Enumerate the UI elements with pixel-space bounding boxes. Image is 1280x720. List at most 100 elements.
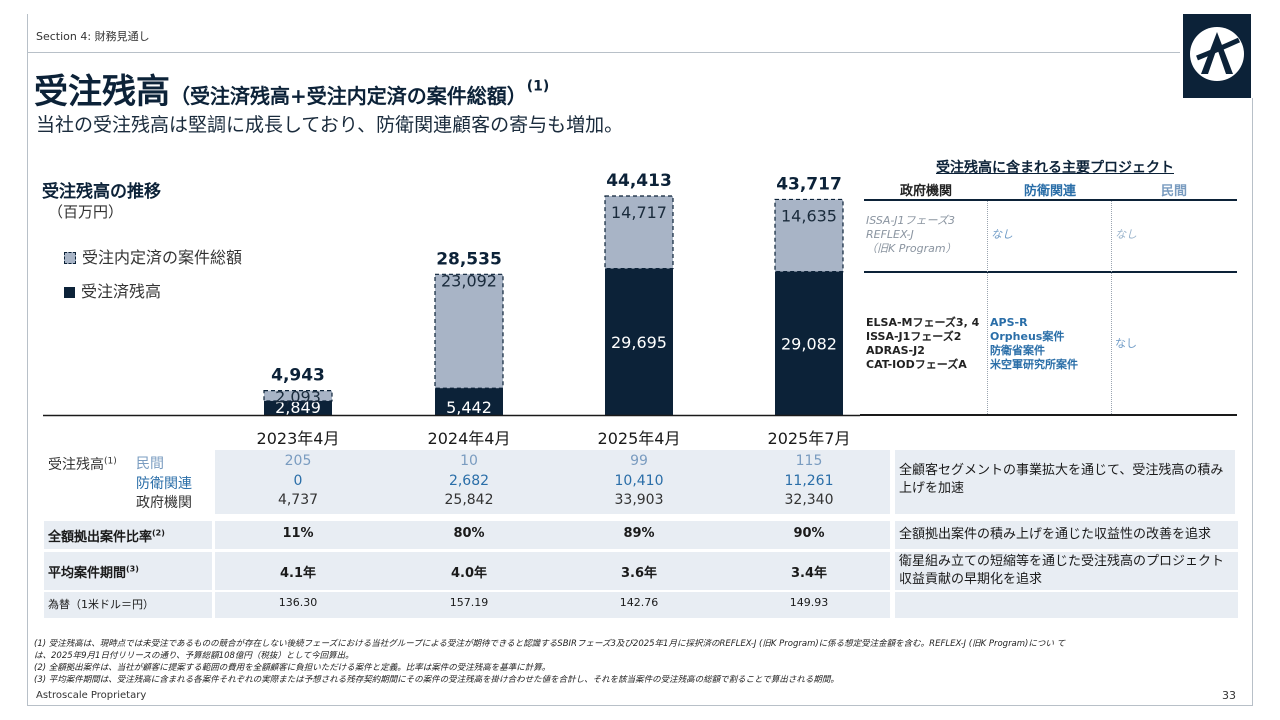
metric-label-note: (3) (126, 564, 139, 574)
project-item: （旧K Program） (866, 242, 957, 255)
metric-comment: 全額拠出案件の積み上げを通じた収益性の改善を追求 (899, 527, 1212, 542)
breakdown-row-name-gov: 政府機関 (136, 495, 192, 511)
bar-pending-2 (604, 195, 674, 270)
chart-title: 受注残高の推移 (42, 182, 161, 202)
legend-label-confirmed: 受注済残高 (81, 282, 162, 301)
bar-total-label-3: 43,717 (776, 174, 842, 194)
projects-row1-defense: なし (991, 228, 1013, 241)
projects-title: 受注残高に含まれる主要プロジェクト (936, 160, 1174, 176)
projects-col-divider-1 (987, 201, 988, 414)
page-subtitle: 当社の受注残高は堅調に成長しており、防衛関連顧客の寄与も増加。 (36, 114, 624, 136)
metric-label: 全額拠出案件比率(2) (48, 526, 165, 545)
project-item: ISSA-J1フェーズ2 (866, 330, 962, 343)
project-item: CAT-IODフェーズA (866, 358, 967, 371)
metric-label-band (44, 552, 212, 590)
project-item: Orpheus案件 (990, 330, 1065, 343)
legend-swatch-pending (64, 252, 76, 264)
footnote-3: (3) 平均案件期間は、受注残高に含まれる各案件それぞれの実際または予想される残… (34, 675, 839, 685)
bar-total-label-0: 4,943 (271, 366, 325, 386)
bar-pending-label-3: 14,635 (781, 206, 837, 225)
title-sub: （受注済残高+受注内定済の案件総額） (170, 84, 527, 108)
breakdown-cell: 99 (630, 453, 648, 469)
projects-bottom-rule (860, 414, 1237, 416)
bar-pending-label-0: 2,093 (275, 388, 321, 407)
metric-label-text: 全額拠出案件比率 (48, 530, 153, 545)
metric-cell: 149.93 (789, 596, 829, 609)
bar-confirmed-label-3: 29,082 (781, 334, 837, 353)
metric-label-text: 平均案件期間 (48, 566, 127, 581)
legend-item-confirmed: 受注済残高 (64, 278, 161, 302)
breakdown-band (215, 450, 890, 514)
company-logo (1183, 14, 1251, 98)
metric-comment: 衛星組み立ての短縮等を通じた受注残高のプロジェクト収益貢献の早期化を追求 (899, 554, 1225, 587)
x-tick-label-1: 2024年4月 (428, 429, 511, 448)
title-note: (1) (526, 78, 550, 95)
breakdown-row-name-defense: 防衛関連 (136, 476, 192, 492)
bar-total-label-1: 28,535 (436, 249, 502, 269)
projects-row2-civil: なし (1115, 337, 1137, 350)
metric-label: 為替（1米ドル＝円） (48, 596, 154, 612)
metric-comment-band (895, 552, 1238, 590)
breakdown-comment: 全顧客セグメントの事業拡大を通じて、受注残高の積み上げを加速 (899, 463, 1224, 496)
section-label: Section 4: 財務見通し (36, 30, 150, 43)
legend-swatch-confirmed (64, 287, 75, 298)
projects-row2-gov: ELSA-Mフェーズ3, 4 ISSA-J1フェーズ2 ADRAS-J2 CAT… (866, 316, 979, 372)
metric-cell: 4.0年 (450, 566, 488, 581)
breakdown-cell: 11,261 (784, 473, 834, 489)
breakdown-cell: 205 (284, 453, 312, 469)
breakdown-cell: 33,903 (614, 492, 664, 508)
metric-cell: 3.6年 (620, 566, 658, 581)
footnote-2: (2) 全額拠出案件は、当社が顧客に提案する範囲の費用を全額顧客に負担いただける… (34, 663, 551, 673)
breakdown-cell: 115 (795, 453, 823, 469)
breakdown-label-text: 受注残高 (48, 457, 104, 473)
projects-row1-civil: なし (1115, 228, 1137, 241)
breakdown-row-name-civil: 民間 (136, 456, 164, 472)
projects-header-gov: 政府機関 (899, 184, 952, 199)
bar-total-label-2: 44,413 (606, 171, 672, 191)
metric-label-note: (2) (152, 528, 165, 538)
footnote-1: (1) 受注残高は、現時点では未受注であるものの競合が存在しない後続フェーズにお… (34, 639, 1066, 649)
metric-cell: 4.1年 (279, 566, 317, 581)
project-item: ADRAS-J2 (866, 344, 925, 357)
breakdown-cell: 2,682 (448, 473, 490, 489)
title-main: 受注残高 (34, 72, 170, 112)
bar-confirmed-3 (775, 271, 843, 415)
metric-comment-band (895, 521, 1238, 549)
metric-cell: 11% (282, 526, 314, 541)
metric-comment-band (895, 592, 1238, 618)
page-number: 33 (1222, 689, 1236, 702)
breakdown-cell: 32,340 (784, 492, 834, 508)
footer-proprietary: Astroscale Proprietary (36, 690, 147, 701)
projects-row1-gov: ISSA-J1フェーズ3 REFLEX-J （旧K Program） (866, 214, 957, 256)
project-item: REFLEX-J (866, 228, 914, 241)
bar-confirmed-2 (605, 268, 673, 415)
legend-label-pending: 受注内定済の案件総額 (82, 248, 243, 267)
bar-confirmed-label-2: 29,695 (611, 333, 667, 352)
bar-pending-3 (774, 198, 844, 273)
metric-cell: 3.4年 (790, 566, 828, 581)
projects-row-rule (864, 271, 1237, 273)
metric-cell: 157.19 (449, 596, 489, 609)
bar-pending-label-2: 14,717 (611, 203, 667, 222)
metric-cell: 136.30 (278, 596, 318, 609)
metric-label-band (44, 521, 212, 549)
page-title: 受注残高（受注済残高+受注内定済の案件総額）(1) (34, 64, 549, 113)
metric-label-band (44, 592, 212, 618)
bar-confirmed-label-0: 2,849 (275, 398, 321, 417)
metric-value-band (215, 552, 890, 590)
x-tick-label-2: 2025年4月 (598, 429, 681, 448)
footer-rule (28, 705, 1253, 706)
breakdown-cell: 10 (460, 453, 478, 469)
x-tick-label-3: 2025年7月 (768, 429, 851, 448)
footnote-1-cont: は、2025年9月1日付リリースの通り、予算総額108億円（税抜）として今回算出… (34, 651, 354, 661)
projects-header-rule (864, 199, 1237, 201)
project-item: 米空軍研究所案件 (990, 358, 1078, 371)
breakdown-cell: 10,410 (614, 473, 664, 489)
x-tick-label-0: 2023年4月 (257, 429, 340, 448)
left-rule (27, 14, 28, 706)
metric-label: 平均案件期間(3) (48, 562, 139, 581)
metric-cell: 142.76 (619, 596, 659, 609)
project-item: ELSA-Mフェーズ3, 4 (866, 316, 980, 329)
breakdown-cell: 25,842 (444, 492, 494, 508)
